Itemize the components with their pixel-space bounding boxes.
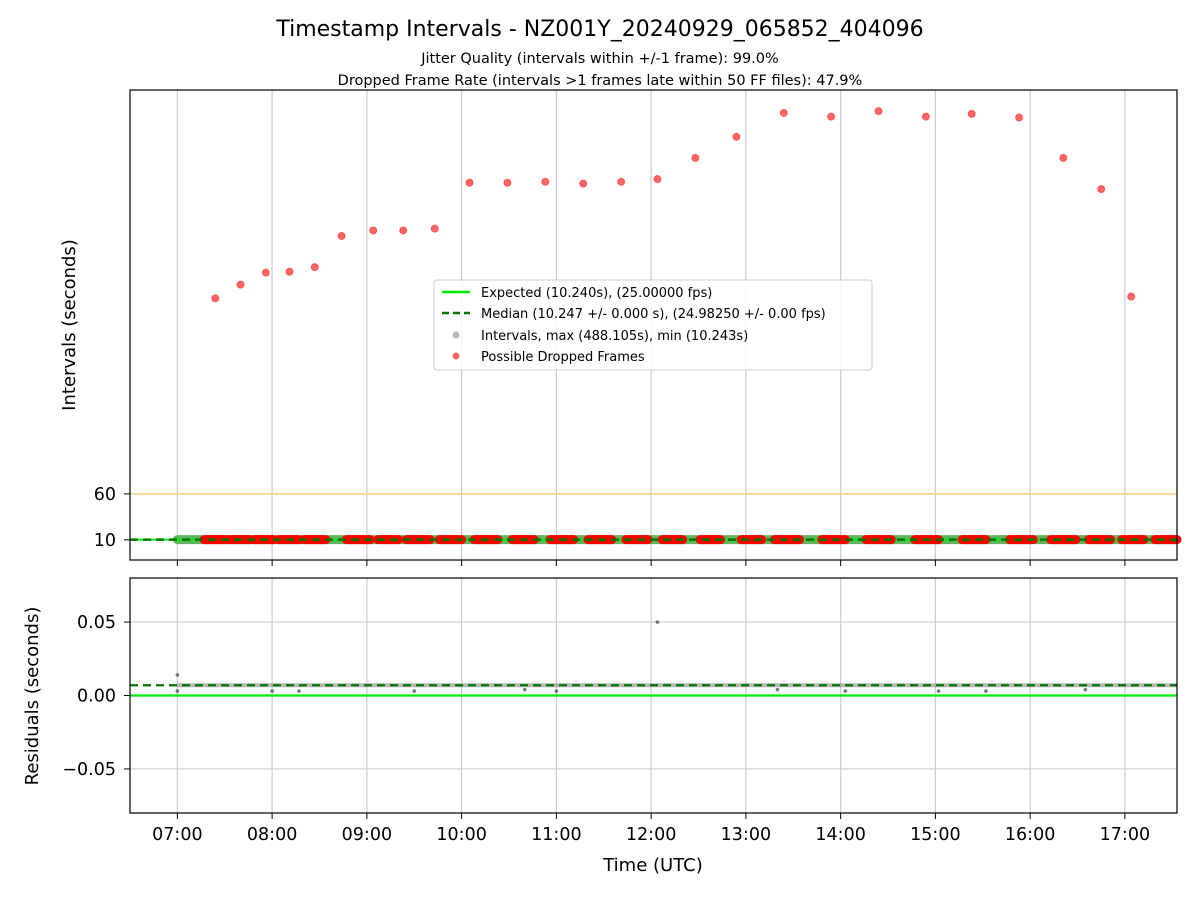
dropped-frame-point xyxy=(541,177,550,186)
chart-title: Timestamp Intervals - NZ001Y_20240929_06… xyxy=(275,17,923,42)
x-tick-label: 10:00 xyxy=(436,825,486,845)
dropped-frame-point xyxy=(261,268,270,277)
dropped-frame-point xyxy=(465,178,474,187)
x-tick-label: 15:00 xyxy=(910,825,960,845)
dropped-frame-point xyxy=(430,224,439,233)
dropped-frame-point xyxy=(236,280,245,289)
intervals-y-tick-label: 60 xyxy=(94,485,116,505)
residuals-y-axis-label: Residuals (seconds) xyxy=(22,607,43,786)
residual-point xyxy=(936,689,941,693)
x-tick-label: 17:00 xyxy=(1100,825,1150,845)
residuals-y-tick-label: −0.05 xyxy=(62,760,116,780)
legend: Expected (10.240s), (25.00000 fps) Media… xyxy=(433,279,873,371)
x-tick-label: 13:00 xyxy=(721,825,771,845)
x-tick-label: 11:00 xyxy=(531,825,581,845)
x-tick-label: 14:00 xyxy=(815,825,865,845)
intervals-y-axis-label: Intervals (seconds) xyxy=(59,239,80,411)
legend-dropped-swatch xyxy=(452,352,460,360)
dropped-frame-point xyxy=(399,226,408,235)
dropped-frame-point xyxy=(369,226,378,235)
x-tick-label: 16:00 xyxy=(1005,825,1055,845)
dropped-frame-point xyxy=(1015,113,1024,122)
residuals-y-tick-label: 0.00 xyxy=(77,687,116,707)
dropped-frame-point xyxy=(1059,153,1068,162)
residual-point xyxy=(522,687,527,692)
dropped-frame-point xyxy=(579,179,588,188)
x-tick-label: 09:00 xyxy=(342,825,392,845)
legend-median-label: Median (10.247 +/- 0.000 s), (24.98250 +… xyxy=(481,307,826,322)
dropped-frame-point xyxy=(1127,292,1136,301)
residuals-panel: −0.05 0.00 0.05 07:00 08:00 09:00 10:00 11:00 1… xyxy=(22,577,1178,845)
residual-point xyxy=(175,689,180,693)
dropped-frame-point xyxy=(503,178,512,187)
dropped-frame-point xyxy=(921,112,930,121)
dropped-frame-point xyxy=(653,175,662,184)
residuals-y-tick-label: 0.05 xyxy=(77,613,116,633)
legend-intervals-swatch xyxy=(452,331,460,339)
dropped-frame-point xyxy=(691,153,700,162)
intervals-panel: 10 60 Intervals (seconds) Expected (10.24… xyxy=(59,89,1182,566)
dropped-frame-point xyxy=(967,109,976,118)
x-tick-label: 08:00 xyxy=(247,825,297,845)
intervals-panel-frame xyxy=(129,89,1178,561)
dropped-frame-point xyxy=(1097,185,1106,194)
x-tick-label: 12:00 xyxy=(626,825,676,845)
dropped-frame-point xyxy=(779,108,788,117)
residual-point xyxy=(1083,687,1088,692)
legend-box xyxy=(433,279,873,371)
x-axis-label: Time (UTC) xyxy=(602,855,703,876)
chart-subtitle-dropped: Dropped Frame Rate (intervals >1 frames … xyxy=(338,73,863,89)
chart-subtitle-jitter: Jitter Quality (intervals within +/-1 fr… xyxy=(420,51,779,67)
residual-point xyxy=(270,689,274,693)
residual-point xyxy=(175,673,180,677)
dropped-frame-point xyxy=(285,267,294,276)
x-tick-label: 07:00 xyxy=(152,825,202,845)
legend-expected-label: Expected (10.240s), (25.00000 fps) xyxy=(481,286,712,301)
residual-point xyxy=(984,689,988,693)
dropped-frame-point xyxy=(211,294,220,303)
legend-dropped-label: Possible Dropped Frames xyxy=(481,350,645,365)
residual-point xyxy=(297,689,301,693)
residual-point xyxy=(843,689,848,693)
dropped-frame-point xyxy=(732,132,741,141)
dropped-frame-point xyxy=(874,107,883,116)
dropped-frame-point xyxy=(310,263,319,272)
legend-intervals-label: Intervals, max (488.105s), min (10.243s) xyxy=(481,329,748,344)
dropped-frame-point xyxy=(337,231,346,240)
dropped-frame-point xyxy=(617,177,626,186)
residual-point xyxy=(775,687,780,692)
intervals-y-tick-label: 10 xyxy=(94,531,116,551)
residual-point xyxy=(554,689,559,693)
residual-point xyxy=(655,620,660,624)
residual-point xyxy=(412,689,417,693)
dropped-frame-point xyxy=(827,112,836,121)
